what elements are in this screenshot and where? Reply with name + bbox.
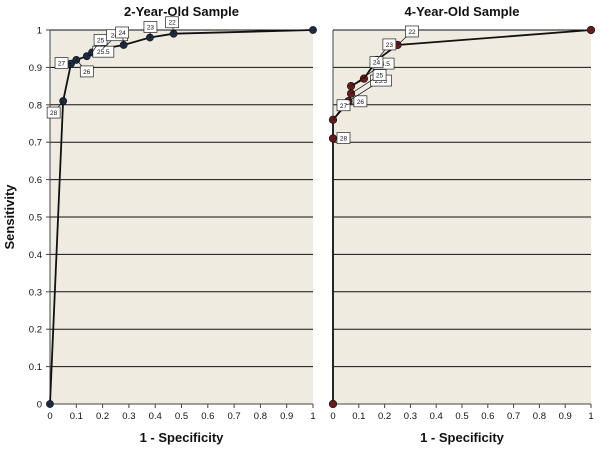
data-point (586, 25, 596, 35)
x-tick-label: 0.8 (254, 411, 267, 422)
y-tick-label: 0 (37, 400, 42, 411)
cutoff-label: 25 (376, 73, 384, 80)
cutoff-label: 28 (340, 135, 348, 142)
cutoff-label-box (369, 56, 384, 68)
x-tick-label: 0.4 (430, 411, 443, 422)
cutoff-label: 25.5 (97, 49, 110, 56)
cutoff-label-box (165, 16, 179, 29)
y-tick-label: 0.8 (29, 100, 42, 111)
x-tick-label: 0.6 (201, 411, 214, 422)
cutoff-label-box (115, 26, 129, 39)
cutoff-label-box (336, 99, 351, 112)
roc-panel-2: 0 0.1 0.2 0.3 0.4 0.5 0.6 0.7 0.8 0.9 1 4-Year-Old … (328, 4, 596, 445)
cutoff-label: 26 (83, 69, 91, 76)
x-tick-label: 0.9 (280, 411, 293, 422)
x-tick-label: 0.3 (404, 411, 417, 422)
x-tick-label: 0.1 (70, 411, 83, 422)
cutoff-label: 23 (386, 42, 394, 49)
cutoff-label-box (46, 106, 61, 119)
data-point (328, 399, 338, 409)
cutoff-label: 28 (50, 110, 58, 117)
cutoff-label: 22 (408, 29, 416, 36)
cutoff-label-box (79, 65, 94, 78)
cutoff-label-box (353, 95, 368, 108)
x-tick-label: 1 (588, 411, 593, 422)
cutoff-label-box (372, 69, 387, 81)
cutoff-label: 23 (147, 24, 155, 31)
y-tick-label: 0.4 (29, 250, 42, 261)
y-tick-label: 0.3 (29, 287, 42, 298)
x-tick-label: 0.6 (481, 411, 494, 422)
data-point (309, 26, 317, 34)
cutoff-label: 25 (97, 37, 105, 44)
y-tick-label: 0.5 (29, 213, 42, 224)
x-tick-label: 0.8 (533, 411, 546, 422)
x-tick-label: 1 (310, 411, 315, 422)
chart-title: 4-Year-Old Sample (405, 4, 520, 19)
y-tick-label: 0.6 (29, 175, 42, 186)
chart-title: 2-Year-Old Sample (124, 4, 239, 19)
data-point (46, 400, 54, 408)
cutoff-label-box (54, 57, 69, 70)
x-tick-label: 0.7 (227, 411, 240, 422)
cutoff-label: 27 (340, 103, 348, 110)
cutoff-label: 24.5 (377, 61, 390, 68)
cutoff-label-box (405, 25, 419, 38)
x-tick-label: 0.4 (149, 411, 162, 422)
x-tick-label: 0.7 (507, 411, 520, 422)
x-tick-label: 0.3 (122, 411, 135, 422)
cutoff-label-box (336, 132, 351, 144)
cutoff-label-box (382, 38, 397, 51)
cutoff-label: 24 (373, 60, 381, 67)
x-tick-label: 0.2 (96, 411, 109, 422)
x-tick-label: 0.5 (175, 411, 188, 422)
y-tick-label: 0.7 (29, 138, 42, 149)
cutoff-label: 22 (168, 20, 176, 27)
y-tick-label: 0.9 (29, 63, 42, 74)
y-axis-label: Sensitivity (2, 184, 17, 250)
cutoff-label: 27 (58, 61, 66, 68)
x-tick-label: 0.1 (352, 411, 365, 422)
x-tick-label: 0 (47, 411, 52, 422)
cutoff-label: 24 (119, 30, 127, 37)
x-tick-label: 0.5 (455, 411, 468, 422)
y-tick-label: 0.2 (29, 325, 42, 336)
x-axis-label: 1 - Specificity (420, 430, 505, 445)
x-axis-label: 1 - Specificity (140, 430, 225, 445)
cutoff-label: 25.5 (375, 78, 388, 85)
x-tick-label: 0.9 (559, 411, 572, 422)
cutoff-label: 26 (357, 99, 365, 106)
x-tick-label: 0.2 (378, 411, 391, 422)
y-tick-label: 0.1 (29, 362, 42, 373)
x-tick-label: 0 (330, 411, 335, 422)
cutoff-label-box (143, 21, 158, 33)
roc-panel-1: 0 0.1 0.2 0.3 0.4 0.5 0.6 0.7 0.8 0.9 1 0 0.1 0.2 0.3 0… (29, 4, 317, 445)
y-tick-label: 1 (37, 26, 42, 37)
